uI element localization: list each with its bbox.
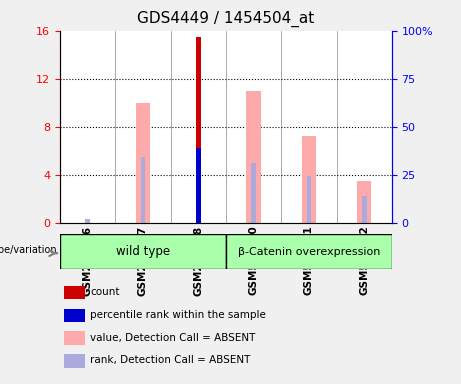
Title: GDS4449 / 1454504_at: GDS4449 / 1454504_at (137, 10, 314, 26)
Text: rank, Detection Call = ABSENT: rank, Detection Call = ABSENT (90, 356, 250, 366)
Bar (64, 286, 84, 299)
Bar (64, 309, 84, 322)
FancyBboxPatch shape (226, 234, 392, 269)
Bar (136, 103, 150, 223)
Bar (307, 176, 311, 223)
Bar (251, 163, 256, 223)
Text: genotype/variation: genotype/variation (0, 245, 57, 255)
Bar (196, 37, 201, 223)
Bar (64, 354, 84, 368)
Text: percentile rank within the sample: percentile rank within the sample (90, 310, 266, 320)
Text: β-Catenin overexpression: β-Catenin overexpression (238, 247, 380, 257)
Bar (85, 218, 90, 223)
Text: count: count (90, 287, 120, 297)
Text: wild type: wild type (116, 245, 170, 258)
Text: value, Detection Call = ABSENT: value, Detection Call = ABSENT (90, 333, 255, 343)
Bar (362, 196, 366, 223)
Bar (196, 148, 201, 223)
Bar (64, 331, 84, 345)
Bar (301, 136, 316, 223)
Bar (357, 181, 372, 223)
FancyBboxPatch shape (60, 234, 226, 269)
Bar (246, 91, 261, 223)
Bar (141, 157, 145, 223)
